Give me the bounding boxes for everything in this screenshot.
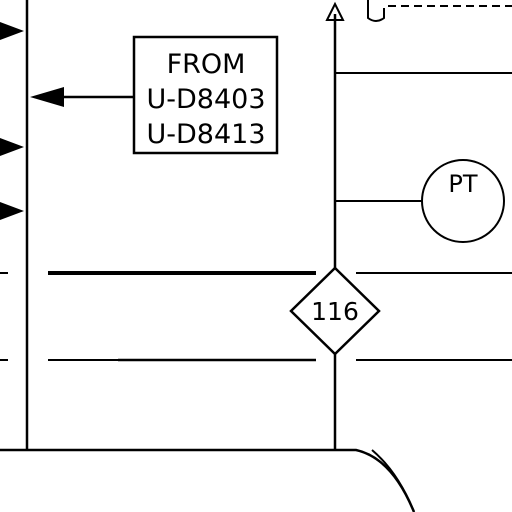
note-box-line-3: U-D8413 xyxy=(146,119,265,150)
top-right-bracket xyxy=(367,0,385,22)
left-edge-arrow-2 xyxy=(0,138,24,156)
diamond-marker xyxy=(289,266,381,356)
left-edge-arrow-1 xyxy=(0,22,24,40)
pt-instrument-tag: PT xyxy=(448,170,477,198)
bottom-vessel-outline xyxy=(0,448,416,512)
note-box-line-2: U-D8403 xyxy=(146,84,265,115)
note-leader-arrow xyxy=(30,87,64,107)
pt-instrument-bubble xyxy=(421,159,505,243)
bottom-vessel-inner-curve xyxy=(371,449,415,512)
open-arrowhead-top xyxy=(325,1,345,21)
note-box xyxy=(132,35,279,155)
diamond-marker-number: 116 xyxy=(311,297,359,326)
note-box-line-1: FROM xyxy=(167,49,246,80)
left-edge-arrow-3 xyxy=(0,202,24,220)
